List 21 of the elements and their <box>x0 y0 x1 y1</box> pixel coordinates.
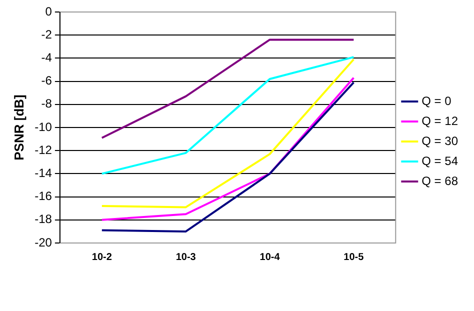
y-tick-label: -14 <box>34 166 52 180</box>
y-tick-label: -6 <box>41 74 52 88</box>
x-tick-label: 10-2 <box>92 252 112 263</box>
y-axis-title: PSNR [dB] <box>11 94 26 160</box>
y-tick-label: -16 <box>34 189 52 204</box>
legend-label: Q = 0 <box>422 94 452 108</box>
y-tick-label: -20 <box>34 235 52 250</box>
y-tick-label: -10 <box>34 120 52 134</box>
y-tick-label: 0 <box>45 4 52 18</box>
y-tick-label: -8 <box>41 96 52 111</box>
y-tick-label: -2 <box>41 27 52 42</box>
legend-label: Q = 12 <box>422 114 458 128</box>
x-tick-label: 10-3 <box>176 252 196 263</box>
y-tick-label: -18 <box>34 212 52 226</box>
legend-label: Q = 68 <box>422 174 458 188</box>
y-tick-label: -4 <box>41 50 52 65</box>
x-tick-label: 10-4 <box>260 252 280 263</box>
legend-label: Q = 30 <box>422 134 458 148</box>
legend-label: Q = 54 <box>422 154 458 168</box>
y-tick-label: -12 <box>34 142 52 157</box>
x-tick-label: 10-5 <box>344 252 364 263</box>
